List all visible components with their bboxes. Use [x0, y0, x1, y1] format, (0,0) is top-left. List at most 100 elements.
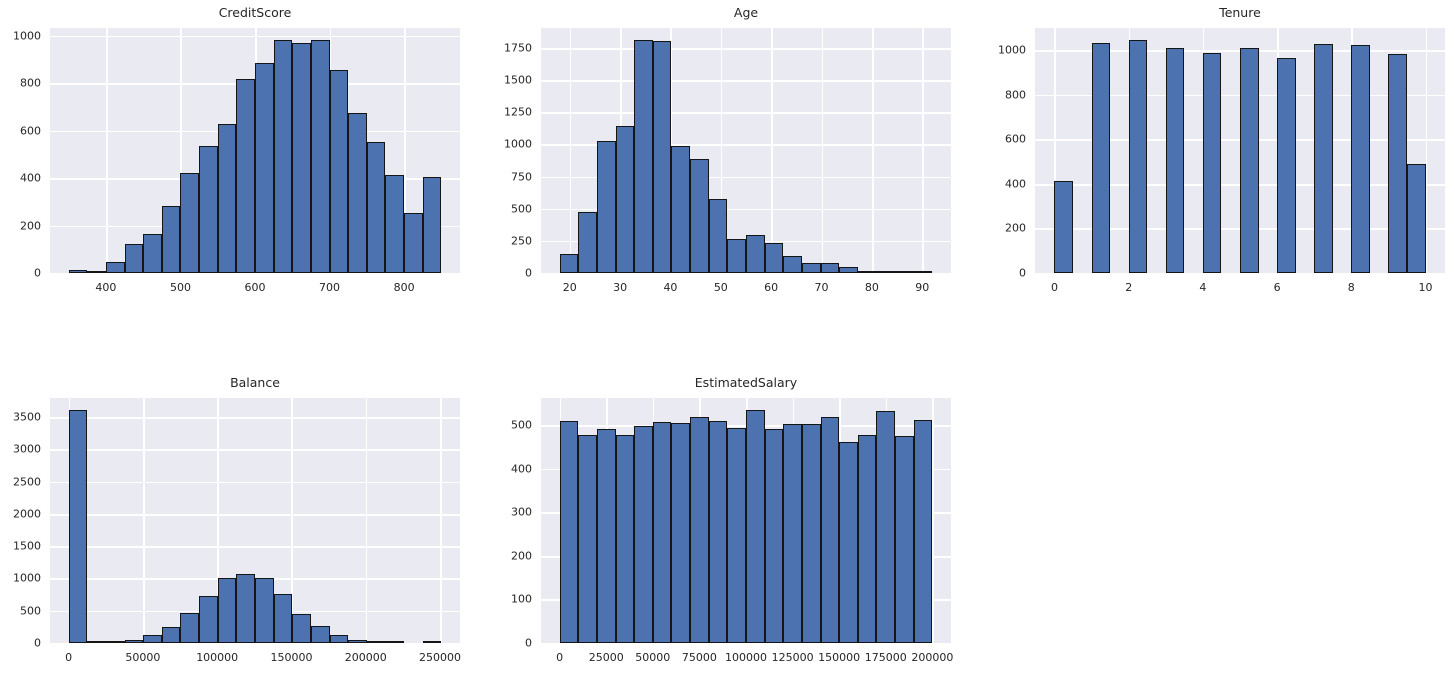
plot-area-tenure: [1035, 28, 1445, 273]
histogram-bar: [273, 39, 293, 273]
x-tick-label: 6: [1273, 281, 1281, 294]
histogram-bar: [857, 435, 877, 643]
histogram-bar: [236, 573, 255, 643]
histogram-bar: [615, 125, 635, 273]
histogram-bar: [1240, 47, 1259, 273]
x-tick-label: 50000: [125, 651, 161, 664]
y-tick-label: 1500: [504, 73, 532, 87]
gridline-vertical: [217, 398, 219, 643]
x-tick-label: 70: [814, 281, 829, 294]
histogram-bar: [857, 271, 877, 273]
histogram-bar: [1128, 39, 1148, 273]
x-tick-label: 200000: [344, 651, 387, 664]
y-tick-label: 3000: [13, 442, 41, 456]
histogram-bar: [839, 441, 858, 643]
histogram-bar: [366, 641, 386, 643]
histogram-bar: [236, 79, 255, 273]
y-tick-label: 600: [1005, 132, 1026, 146]
x-tick-label: 0: [1050, 281, 1058, 294]
histogram-bar: [615, 435, 635, 643]
y-tick-label: 2000: [13, 507, 41, 521]
histogram-bar: [180, 173, 200, 273]
chart-title-estimatedsalary: EstimatedSalary: [694, 375, 798, 390]
histogram-bar: [105, 641, 125, 643]
gridline-horizontal: [50, 481, 460, 484]
y-tick-label: 1500: [13, 539, 41, 553]
y-tick-label: 500: [511, 202, 532, 216]
x-tick-label: 50: [713, 281, 728, 294]
histogram-bar: [839, 267, 858, 273]
histogram-bar: [876, 411, 896, 643]
chart-title-creditscore: CreditScore: [218, 5, 292, 20]
y-tick-label: 2500: [13, 475, 41, 489]
histogram-creditscore: CreditScore 0 200 400 600 800 1000 400 500 600 70…: [13, 5, 460, 294]
y-tick-label: 0: [34, 636, 41, 650]
y-tick-label: 0: [525, 266, 532, 280]
histogram-bar: [895, 436, 914, 643]
gridline-vertical: [404, 28, 406, 273]
histogram-bar: [255, 63, 274, 273]
histogram-bar: [329, 70, 349, 273]
y-tick-label: 1000: [504, 137, 532, 151]
y-tick-label: 750: [511, 170, 532, 184]
gridline-horizontal: [50, 417, 460, 419]
histogram-bar: [801, 424, 821, 643]
y-tick-label: 400: [20, 171, 41, 185]
histogram-bar: [255, 578, 274, 643]
plot-area-estimatedsalary: [541, 398, 951, 643]
x-tick-label: 90: [915, 281, 930, 294]
x-tick-label: 600: [244, 281, 266, 294]
histogram-bar: [404, 213, 423, 273]
x-tick-label: 30: [613, 281, 628, 294]
x-tick-label: 40: [663, 281, 678, 294]
x-tick-label: 150000: [270, 651, 313, 664]
histogram-bar: [199, 595, 218, 643]
histogram-bar: [578, 211, 597, 273]
histogram-bar: [348, 640, 367, 643]
histogram-bar: [1165, 48, 1185, 273]
histogram-bar: [385, 641, 405, 643]
histogram-bar: [1388, 53, 1407, 273]
chart-title-balance: Balance: [230, 375, 280, 390]
histogram-bar: [217, 578, 237, 643]
y-tick-label: 0: [525, 636, 532, 650]
histogram-bar: [671, 146, 691, 273]
x-tick-label: 175000: [864, 651, 907, 664]
y-tick-label: 1000: [998, 43, 1026, 57]
histogram-bar: [199, 145, 218, 273]
gridline-vertical: [105, 28, 108, 273]
histogram-bar: [783, 423, 802, 643]
histogram-bar: [727, 239, 746, 273]
histogram-estimatedsalary: EstimatedSalary 0 100 200 300 400 500 0 25000 50…: [511, 375, 953, 664]
gridline-horizontal: [541, 80, 951, 82]
histogram-balance: Balance 0 500 1000 1500 2000 2500 3000 3500 0 500…: [13, 375, 461, 664]
histogram-bar: [820, 263, 840, 273]
histogram-bar: [180, 612, 200, 643]
histogram-bar: [708, 421, 728, 643]
y-tick-label: 3500: [13, 410, 41, 424]
y-tick-label: 800: [1005, 88, 1026, 102]
x-tick-label: 80: [864, 281, 879, 294]
gridline-vertical: [932, 398, 934, 643]
histogram-bar: [68, 409, 88, 643]
histogram-bar: [913, 420, 933, 643]
x-tick-label: 20: [562, 281, 577, 294]
plot-area-age: [541, 28, 951, 273]
y-tick-label: 250: [511, 234, 532, 248]
y-tick-label: 1000: [13, 571, 41, 585]
histogram-bar: [876, 271, 896, 273]
gridline-horizontal: [541, 112, 951, 114]
histogram-bar: [671, 423, 691, 643]
gridline-vertical: [771, 28, 773, 273]
gridline-horizontal: [541, 48, 951, 50]
chart-title-tenure: Tenure: [1219, 5, 1261, 20]
histogram-bar: [1277, 57, 1296, 273]
histogram-bar: [310, 39, 330, 273]
histogram-bar: [366, 141, 386, 273]
x-tick-label: 100000: [196, 651, 239, 664]
x-tick-label: 4: [1199, 281, 1207, 294]
y-tick-label: 1250: [504, 105, 532, 119]
x-tick-label: 400: [95, 281, 117, 294]
histogram-bar: [895, 271, 914, 273]
histogram-bar: [292, 613, 311, 643]
